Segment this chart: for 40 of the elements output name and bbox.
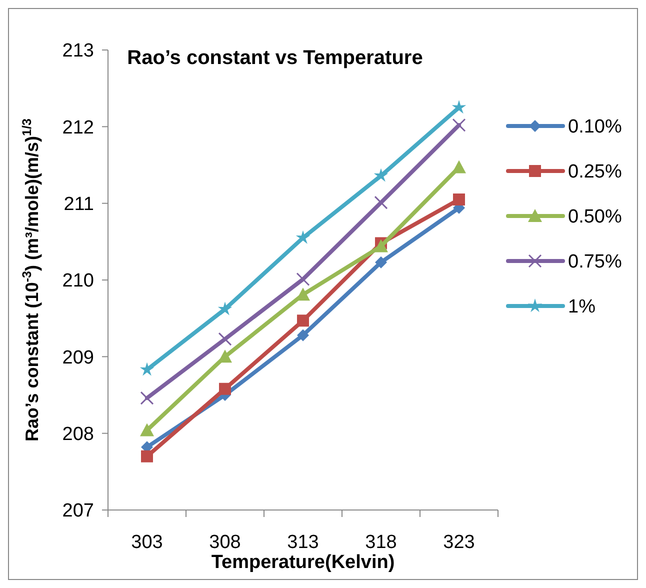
legend-label: 1% [568, 296, 596, 318]
point [141, 450, 153, 462]
point [374, 196, 388, 210]
legend-label: 0.25% [568, 162, 622, 183]
legend-label: 0.10% [568, 116, 622, 138]
x-tick-label: 323 [443, 532, 475, 553]
point [453, 194, 465, 206]
point [452, 118, 466, 132]
x-tick-label: 308 [209, 532, 241, 553]
point [219, 382, 231, 395]
y-tick-label: 213 [62, 40, 94, 62]
chart-title: Rao’s constant vs Temperature [127, 47, 423, 69]
point [374, 168, 388, 182]
y-tick-label: 208 [62, 424, 94, 445]
y-tick-label: 209 [62, 347, 94, 368]
point [218, 350, 232, 363]
point [218, 332, 232, 346]
y-tick-label: 207 [62, 500, 94, 522]
point [140, 391, 154, 405]
y-tick-label: 212 [62, 117, 94, 138]
point [218, 302, 232, 316]
point [374, 239, 388, 252]
point [452, 100, 466, 114]
point [297, 314, 309, 327]
point [296, 272, 310, 286]
legend-label: 0.50% [568, 206, 622, 228]
point [296, 288, 310, 301]
point [297, 329, 309, 342]
point [140, 362, 154, 376]
x-tick-label: 313 [287, 532, 319, 553]
y-tick-label: 210 [62, 270, 94, 292]
point [140, 423, 154, 436]
x-axis-title: Temperature(Kelvin) [211, 552, 395, 573]
x-tick-label: 318 [365, 532, 397, 553]
point [375, 256, 387, 268]
legend-label: 0.75% [568, 252, 622, 273]
x-tick-label: 303 [131, 532, 163, 553]
point [452, 160, 466, 174]
y-tick-label: 211 [64, 194, 94, 215]
point [296, 230, 310, 244]
